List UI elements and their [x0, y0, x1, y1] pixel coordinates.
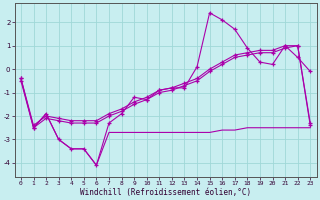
X-axis label: Windchill (Refroidissement éolien,°C): Windchill (Refroidissement éolien,°C)	[80, 188, 251, 197]
